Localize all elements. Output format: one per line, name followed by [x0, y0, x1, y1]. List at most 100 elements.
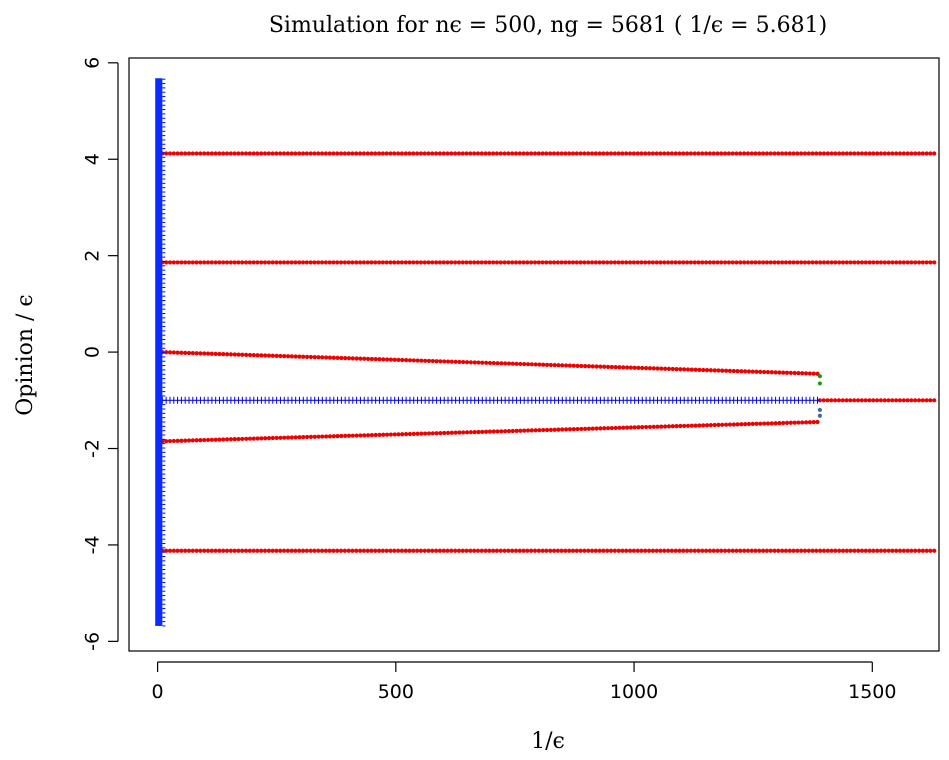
dot-point: [224, 151, 230, 156]
dot-point: [597, 151, 602, 156]
dot-point: [666, 366, 672, 371]
dot-point: [646, 548, 652, 553]
dot-point: [669, 151, 674, 156]
dot-point: [753, 151, 758, 156]
dot-point: [300, 260, 306, 265]
dot-point: [498, 548, 503, 553]
dot-point: [548, 260, 553, 265]
dot-point: [453, 359, 458, 364]
dot-point: [167, 260, 173, 265]
dot-point: [905, 260, 910, 265]
dot-point: [620, 548, 625, 553]
dot-point: [479, 260, 484, 265]
series-red-dot: [817, 398, 937, 403]
dot-point: [434, 431, 439, 436]
dot-point: [304, 151, 309, 156]
dot-point: [897, 398, 903, 403]
dot-point: [867, 151, 872, 156]
dot-point: [205, 351, 211, 356]
dot-point: [247, 352, 253, 358]
dot-point: [221, 151, 226, 156]
dot-point: [674, 424, 679, 429]
dot-point: [484, 429, 489, 434]
y-tick-label: 6: [82, 57, 104, 69]
dot-point: [928, 398, 933, 403]
dot-point: [646, 260, 652, 265]
dot-point: [654, 548, 659, 553]
dot-point: [772, 260, 777, 265]
dot-point: [384, 548, 389, 553]
dot-point: [171, 260, 176, 265]
dot-point: [453, 430, 458, 435]
dot-point: [190, 438, 195, 443]
dot-point: [711, 260, 716, 265]
dot-point: [243, 548, 249, 553]
dot-point: [609, 425, 614, 431]
dot-point: [388, 260, 393, 265]
dot-point: [814, 151, 819, 156]
dot-point: [354, 356, 359, 361]
dot-point: [266, 260, 271, 265]
dot-point: [563, 260, 568, 265]
dot-point: [232, 260, 237, 265]
dot-point: [327, 548, 332, 553]
dot-point: [731, 368, 736, 374]
dot-point: [289, 354, 294, 359]
dot-point: [837, 260, 842, 265]
dot-point: [833, 548, 838, 553]
dot-point: [285, 354, 291, 359]
dot-point: [487, 429, 493, 434]
dot-point: [522, 361, 527, 367]
dot-point: [852, 398, 857, 403]
dot-point: [392, 151, 397, 156]
dot-point: [621, 365, 626, 370]
dot-point: [483, 151, 488, 156]
dot-point: [285, 260, 290, 265]
dot-point: [673, 151, 678, 156]
dot-point: [506, 260, 511, 265]
dot-point: [627, 548, 633, 553]
dot-point: [411, 358, 416, 363]
dot-point: [913, 260, 918, 265]
dot-point: [164, 260, 169, 265]
dot-point: [608, 548, 614, 553]
dot-point: [274, 260, 279, 265]
dot-point: [415, 548, 420, 553]
dot-point: [601, 260, 606, 265]
dot-point: [703, 260, 709, 265]
dot-point: [878, 548, 884, 553]
dot-point: [720, 422, 725, 427]
dot-point: [335, 355, 340, 360]
dot-point: [415, 151, 420, 156]
dot-point: [688, 151, 693, 156]
dot-point: [552, 362, 557, 368]
dot-point: [589, 260, 595, 265]
dot-point: [380, 151, 385, 156]
dot-point: [506, 428, 512, 434]
dot-point: [388, 151, 393, 156]
dot-point: [792, 420, 797, 425]
dot-point: [316, 151, 321, 156]
dot-point: [418, 151, 424, 156]
dot-point: [240, 436, 245, 442]
dot-point: [871, 548, 876, 553]
dot-point: [445, 359, 451, 364]
dot-point: [825, 398, 830, 403]
dot-point: [331, 260, 336, 265]
dot-point: [894, 398, 899, 403]
dot-point: [905, 548, 910, 553]
dot-point: [464, 430, 470, 435]
dot-point: [817, 398, 822, 403]
dot-point: [821, 548, 827, 553]
dot-point: [594, 364, 599, 369]
dot-point: [419, 431, 424, 436]
dot-point: [506, 361, 512, 366]
chart-title: Simulation for nϵ = 500, ng = 5681 ( 1/ϵ…: [269, 13, 827, 38]
dot-point: [627, 151, 633, 156]
dot-point: [301, 435, 306, 440]
dot-point: [312, 355, 317, 360]
dot-point: [456, 260, 462, 265]
dot-point: [796, 371, 801, 376]
dot-point: [916, 548, 922, 553]
dot-point: [620, 260, 625, 265]
